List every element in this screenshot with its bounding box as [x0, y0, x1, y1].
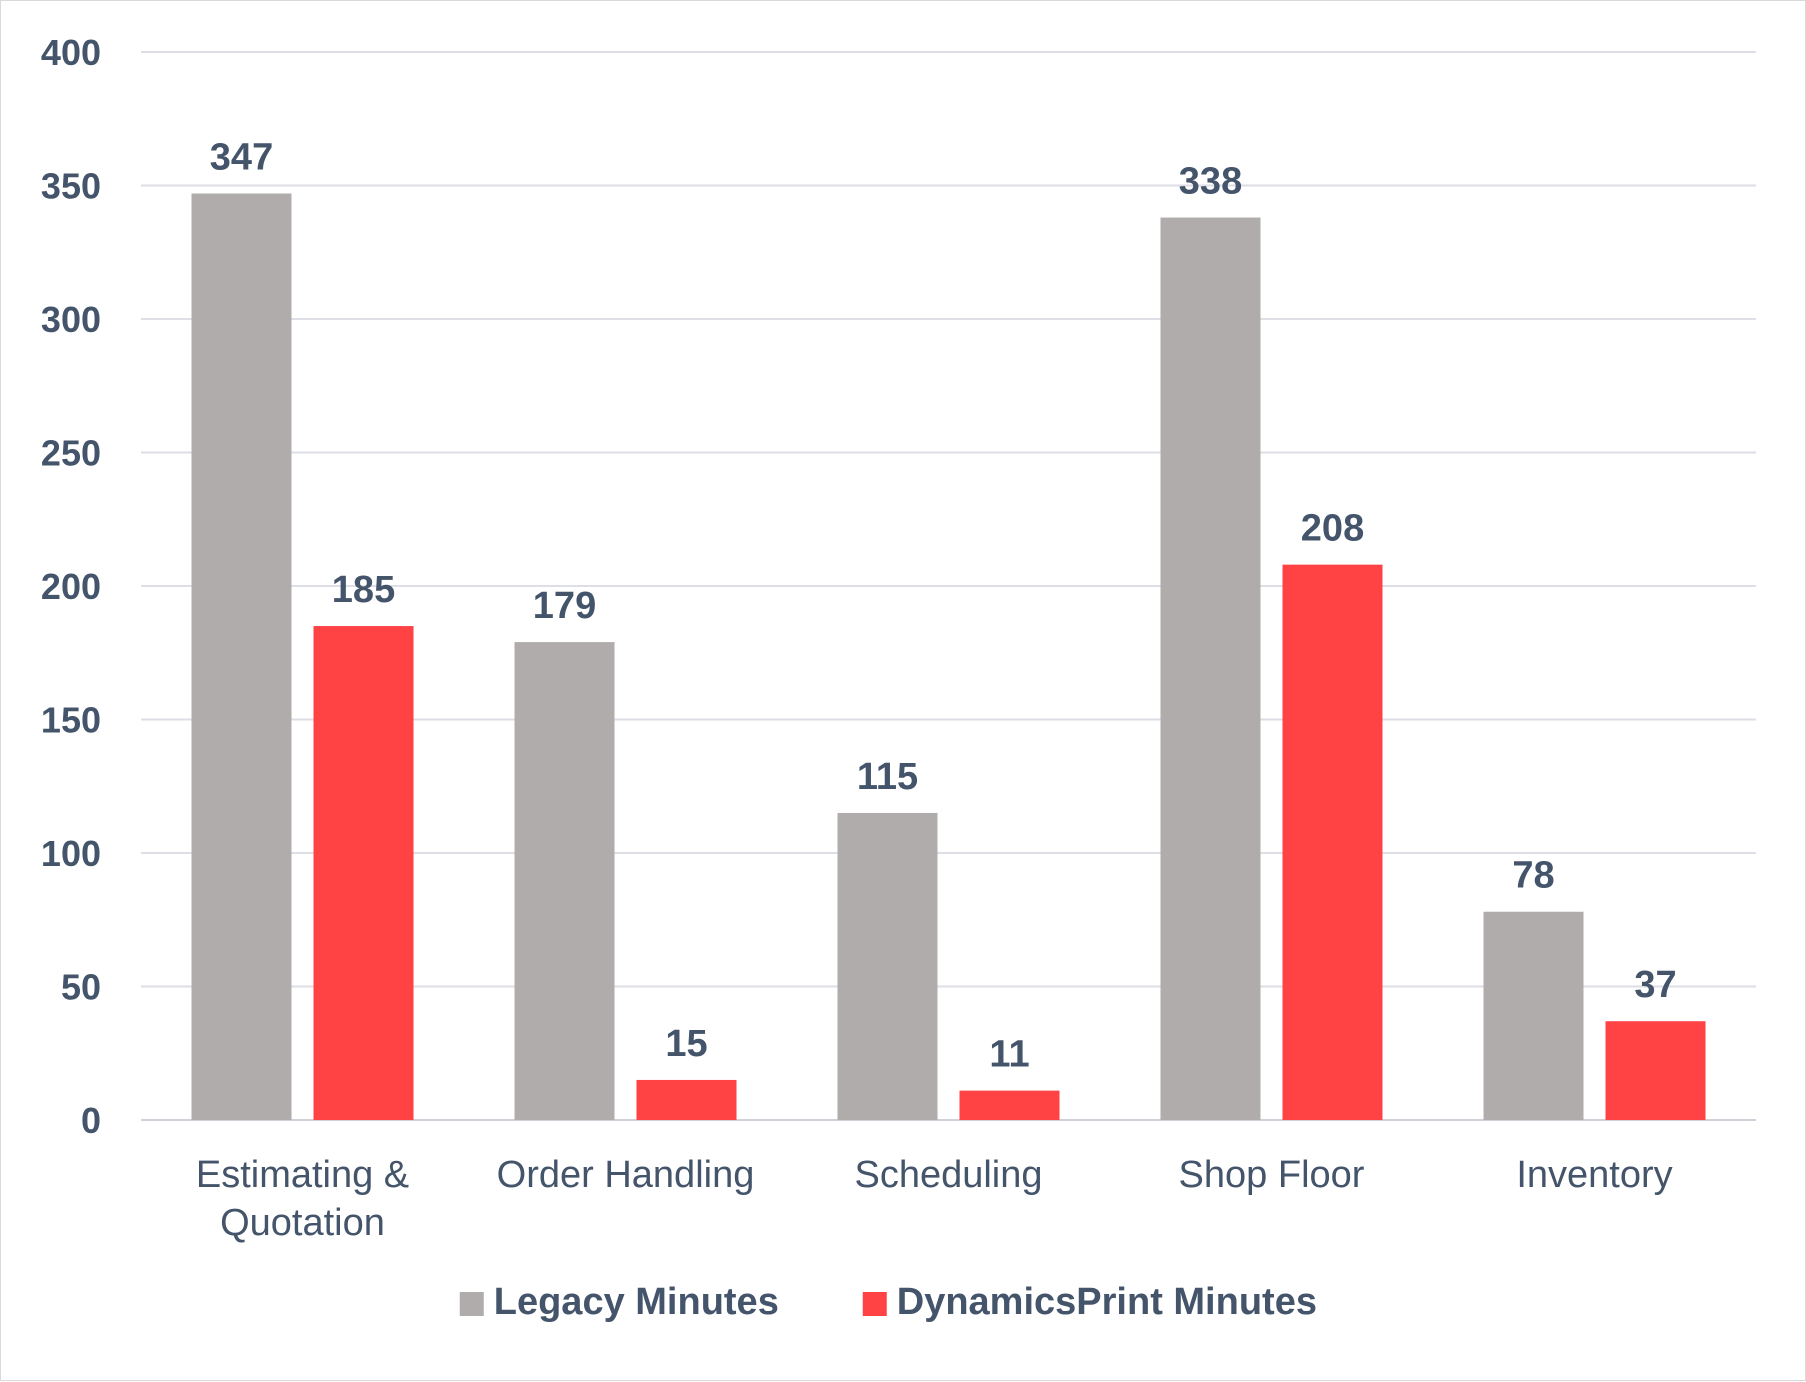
y-axis-ticks: 0 50 100 150 200 250 300 350 400 [41, 32, 101, 1141]
bar [1483, 911, 1584, 1120]
y-tick-label: 400 [41, 32, 101, 73]
y-tick-label: 150 [41, 700, 101, 741]
x-category-label: Scheduling [854, 1154, 1042, 1196]
data-label: 208 [1301, 508, 1364, 550]
legend-swatch [862, 1292, 887, 1316]
x-category-label: Shop Floor [1179, 1154, 1365, 1196]
x-category-label: Order Handling [497, 1154, 755, 1196]
bars [191, 193, 1706, 1121]
x-axis-categories: Estimating & Quotation Order Handling Sched… [196, 1154, 1673, 1244]
data-label: 179 [533, 585, 596, 627]
bar [191, 193, 292, 1120]
bar [959, 1090, 1060, 1120]
data-label: 11 [989, 1034, 1029, 1076]
x-category-label: Inventory [1516, 1154, 1672, 1196]
legend-label: DynamicsPrint Minutes [897, 1281, 1317, 1323]
data-labels: 347 185 179 15 115 11 338 208 78 37 [210, 137, 1677, 1076]
y-tick-label: 250 [41, 433, 101, 474]
data-label: 15 [665, 1023, 707, 1065]
y-tick-label: 300 [41, 299, 101, 340]
bar [1160, 217, 1261, 1121]
bar [313, 626, 414, 1120]
y-tick-label: 100 [41, 833, 101, 874]
bar [837, 812, 938, 1120]
y-tick-label: 0 [81, 1100, 101, 1141]
data-label: 78 [1512, 855, 1554, 897]
data-label: 338 [1179, 161, 1242, 203]
data-label: 185 [332, 569, 395, 611]
x-category-label: Estimating & [196, 1154, 409, 1196]
y-tick-label: 200 [41, 566, 101, 607]
data-label: 37 [1634, 964, 1676, 1006]
y-tick-label: 350 [41, 166, 101, 207]
bar [514, 642, 615, 1120]
x-category-label: Quotation [220, 1202, 385, 1244]
bar [636, 1079, 737, 1120]
data-label: 115 [857, 756, 918, 798]
legend-label: Legacy Minutes [494, 1281, 779, 1323]
legend: Legacy Minutes DynamicsPrint Minutes [459, 1281, 1317, 1323]
y-tick-label: 50 [61, 967, 101, 1008]
bar [1282, 564, 1383, 1120]
legend-swatch [459, 1292, 484, 1316]
data-label: 347 [210, 137, 273, 179]
bar [1605, 1021, 1706, 1120]
